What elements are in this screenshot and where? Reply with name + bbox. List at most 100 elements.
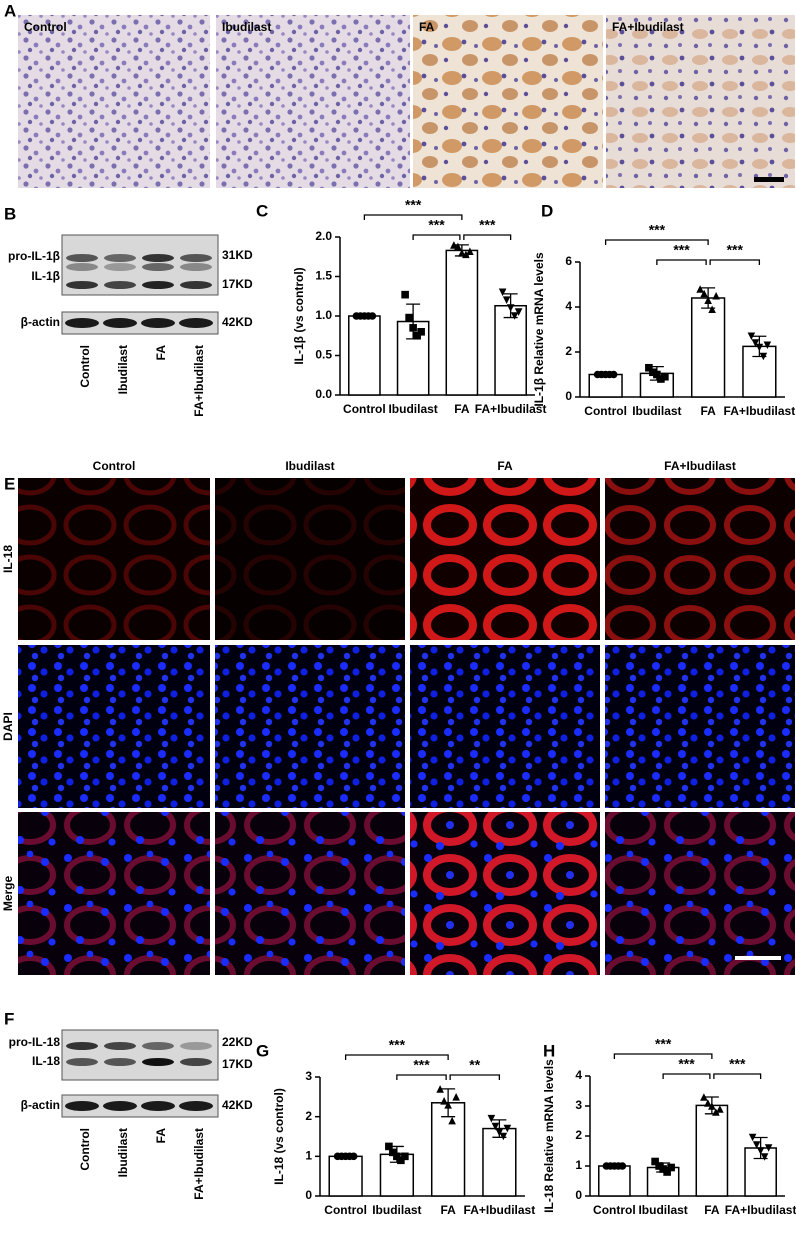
data-point bbox=[450, 241, 458, 249]
significance-label: *** bbox=[413, 1057, 430, 1073]
panel-letter: A bbox=[4, 1, 16, 20]
bar bbox=[695, 1104, 729, 1197]
significance-bracket bbox=[656, 259, 707, 265]
significance-label: *** bbox=[479, 217, 496, 233]
significance-label: *** bbox=[405, 197, 422, 213]
blot-band bbox=[103, 1101, 137, 1111]
significance-bracket bbox=[363, 214, 463, 220]
bar bbox=[690, 297, 726, 398]
column-label: FA bbox=[497, 459, 513, 473]
fluorescence-image bbox=[215, 812, 405, 975]
blot-band bbox=[103, 318, 137, 328]
fluorescence-image bbox=[605, 812, 795, 975]
significance-label: *** bbox=[678, 1056, 695, 1072]
data-point bbox=[764, 1144, 773, 1152]
lane-label: Control bbox=[78, 345, 92, 388]
panel-letter: D bbox=[541, 201, 553, 220]
scale-bar bbox=[754, 177, 784, 182]
bar bbox=[494, 304, 527, 396]
panel-letter: C bbox=[256, 201, 268, 220]
y-tick-label: 2 bbox=[575, 1128, 582, 1142]
blot-band bbox=[104, 1042, 136, 1050]
data-point bbox=[645, 363, 653, 372]
data-point bbox=[385, 1142, 393, 1151]
bar bbox=[328, 1155, 363, 1197]
blot-band bbox=[65, 318, 99, 328]
significance-bracket bbox=[604, 239, 709, 245]
blot-band bbox=[180, 263, 212, 271]
lane-label: Ibudilast bbox=[116, 1128, 130, 1177]
ihc-label: FA+Ibudilast bbox=[612, 20, 684, 34]
y-tick-label: 0.5 bbox=[315, 348, 332, 362]
bar bbox=[445, 249, 479, 396]
data-point bbox=[653, 370, 661, 379]
blot-band bbox=[104, 1058, 136, 1066]
data-point bbox=[417, 328, 425, 336]
data-point bbox=[368, 312, 377, 320]
y-tick-label: 6 bbox=[565, 254, 572, 268]
blot-band bbox=[141, 1101, 175, 1111]
data-point bbox=[510, 312, 519, 320]
column-label: Control bbox=[93, 459, 136, 473]
column-label: FA+Ibudilast bbox=[664, 459, 736, 473]
y-tick-label: 2.0 bbox=[315, 229, 332, 243]
blot-band bbox=[104, 254, 136, 262]
x-tick-label: Control bbox=[343, 402, 386, 416]
data-point bbox=[716, 1105, 724, 1113]
x-tick-label: Control bbox=[584, 404, 627, 418]
data-point bbox=[655, 1162, 663, 1170]
significance-label: *** bbox=[389, 1037, 406, 1053]
data-point bbox=[747, 332, 756, 341]
data-point bbox=[487, 1114, 496, 1123]
y-tick-label: 1.5 bbox=[315, 269, 332, 283]
blot-band bbox=[104, 281, 136, 289]
panel-letter: H bbox=[543, 1041, 555, 1060]
band-size: 22KD bbox=[222, 1035, 253, 1049]
x-tick-label: FA+Ibudilast bbox=[724, 404, 796, 418]
data-point bbox=[506, 304, 515, 312]
data-point bbox=[755, 343, 764, 352]
significance-label: *** bbox=[727, 242, 744, 258]
data-point bbox=[397, 1156, 405, 1165]
data-point bbox=[661, 372, 669, 381]
blot-band bbox=[104, 263, 136, 271]
blot-frame bbox=[61, 311, 219, 335]
data-point bbox=[448, 1116, 456, 1125]
band-label: IL-1β bbox=[31, 269, 60, 283]
data-point bbox=[413, 331, 421, 340]
y-tick-label: 1.0 bbox=[315, 308, 332, 322]
blot-band bbox=[66, 1042, 98, 1050]
lane-label: Ibudilast bbox=[116, 345, 130, 394]
blot-band bbox=[142, 1058, 174, 1066]
significance-bracket bbox=[412, 234, 461, 240]
significance-bracket bbox=[662, 1073, 711, 1079]
data-point bbox=[657, 375, 665, 383]
significance-bracket bbox=[709, 259, 761, 265]
data-point bbox=[458, 249, 466, 257]
loading-size: 42KD bbox=[222, 1098, 253, 1112]
blot-band bbox=[66, 263, 98, 271]
data-point bbox=[704, 296, 712, 305]
fluorescence-image bbox=[18, 812, 210, 975]
x-tick-label: FA bbox=[704, 1203, 720, 1217]
fluorescence-image bbox=[410, 478, 600, 640]
data-point bbox=[503, 1124, 512, 1133]
data-point bbox=[700, 289, 708, 298]
y-tick-label: 2 bbox=[565, 344, 572, 358]
data-point bbox=[436, 1085, 444, 1093]
significance-label: ** bbox=[469, 1057, 480, 1073]
band-size: 31KD bbox=[222, 248, 253, 262]
ihc-label: Control bbox=[24, 20, 67, 34]
data-point bbox=[499, 1132, 508, 1141]
significance-bracket bbox=[396, 1074, 447, 1080]
band-label: IL-18 bbox=[32, 1054, 60, 1068]
data-point bbox=[454, 242, 462, 251]
data-point bbox=[491, 1122, 500, 1131]
x-tick-label: Ibudilast bbox=[638, 1203, 687, 1217]
x-tick-label: FA bbox=[440, 1203, 456, 1217]
fluorescence-image bbox=[215, 478, 405, 640]
blot-band bbox=[179, 318, 213, 328]
data-point bbox=[618, 1162, 627, 1170]
data-point bbox=[752, 1141, 761, 1149]
